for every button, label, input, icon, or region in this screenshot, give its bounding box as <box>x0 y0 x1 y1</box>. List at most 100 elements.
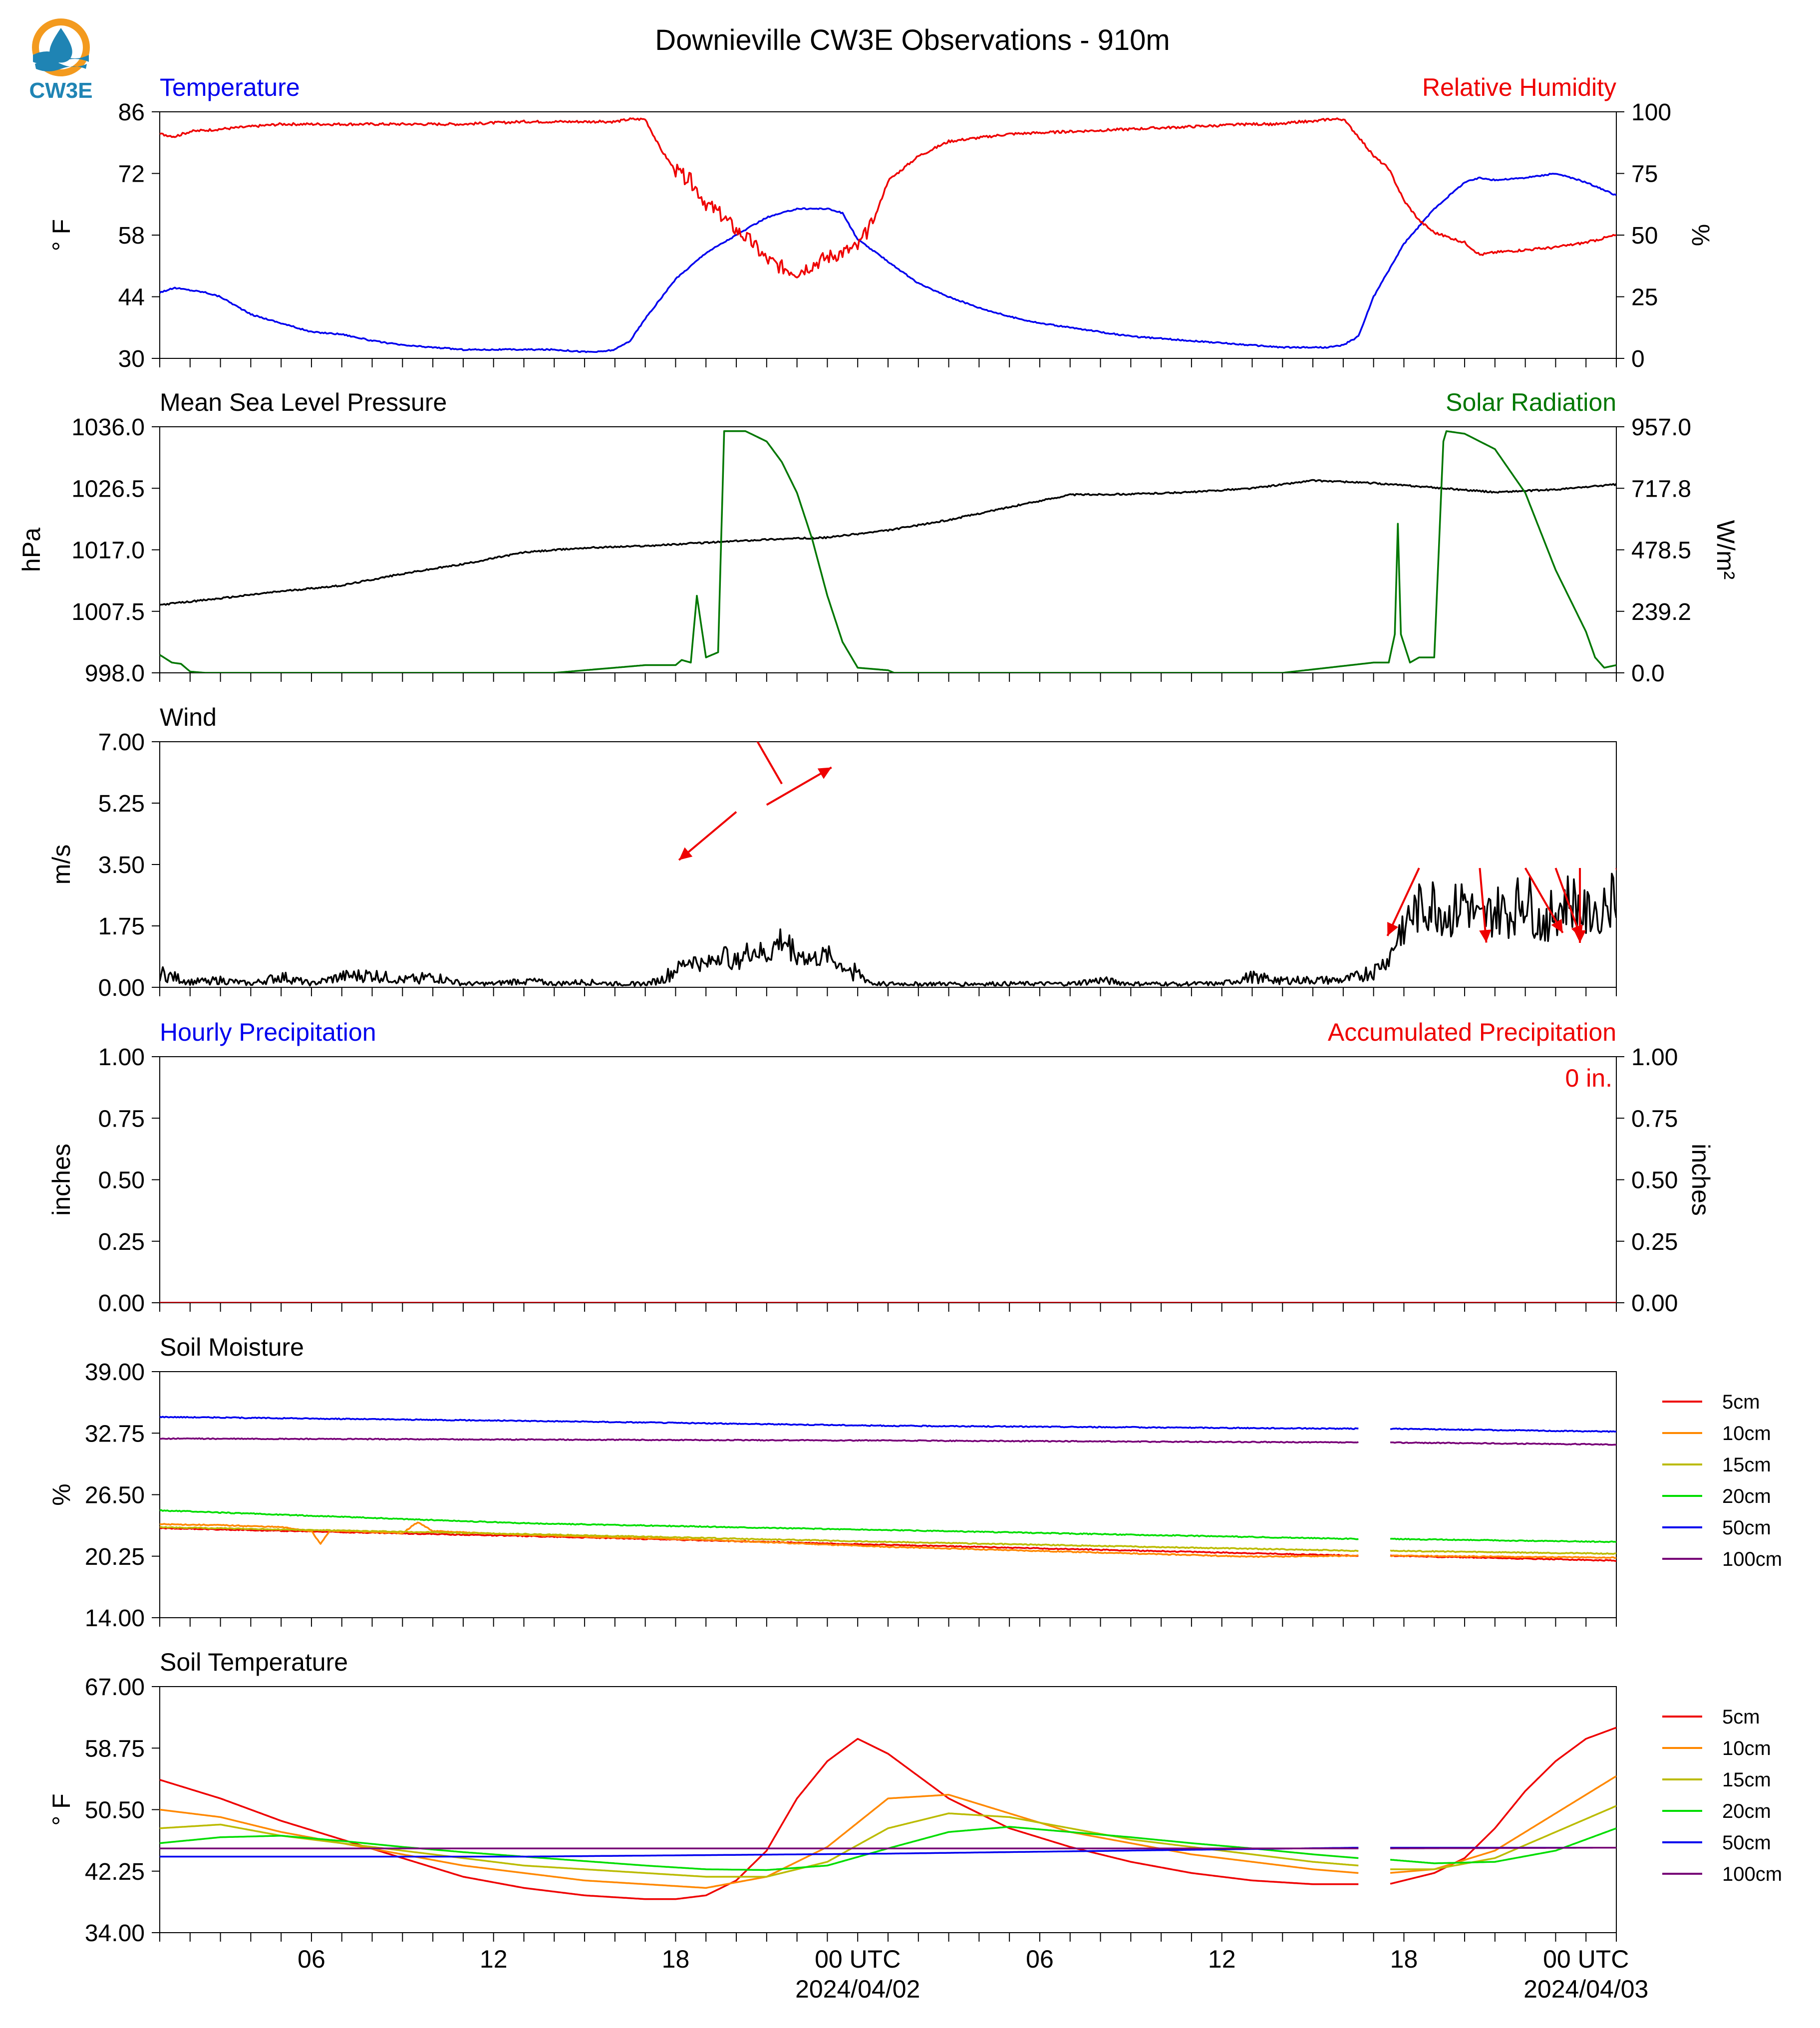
y-tick-label: 0.00 <box>98 975 145 1001</box>
series-0-line <box>160 173 1616 353</box>
y-axis-label: hPa <box>17 528 45 572</box>
wind-arrow-head <box>1479 929 1492 943</box>
series-10cm-line <box>1390 1554 1616 1559</box>
series-100cm-line <box>1390 1441 1616 1446</box>
y-tick-label: 1036.0 <box>71 414 145 441</box>
panel-title-left: Soil Moisture <box>160 1333 304 1361</box>
y-tick-label: 998.0 <box>85 660 145 687</box>
x-date-label: 2024/04/03 <box>1523 1975 1648 2003</box>
y-tick-label: 1.75 <box>98 913 145 940</box>
y-tick-label: 44 <box>118 285 145 311</box>
y-tick-label: 1026.5 <box>71 476 145 502</box>
panel-temp_rh: 30 44 58 72 86 0 25 50 75 100 Temperature Relative … <box>47 73 1715 372</box>
y-axis-label: m/s <box>47 845 75 885</box>
y-tick-label: 1.00 <box>98 1044 145 1071</box>
legend-label: 15cm <box>1722 1769 1771 1791</box>
y-tick-label-right: 0.0 <box>1631 660 1665 687</box>
y-tick-label-right: 75 <box>1631 161 1658 188</box>
x-tick-label: 12 <box>480 1945 508 1973</box>
plot-area <box>160 430 1616 673</box>
y-tick-label: 1007.5 <box>71 599 145 625</box>
series-20cm-line <box>160 1826 1359 1871</box>
panel-soil_temperature: 34.00 42.25 50.50 58.75 67.00 Soil Temperatur… <box>47 1648 1782 1947</box>
legend-label: 10cm <box>1722 1738 1771 1759</box>
legend-label: 15cm <box>1722 1454 1771 1476</box>
page-title: Downieville CW3E Observations - 910m <box>655 24 1170 56</box>
y-tick-label: 72 <box>118 161 145 188</box>
y-axis-label: % <box>47 1483 75 1505</box>
legend: 5cm 10cm 15cm 20cm 50cm 100cm <box>1662 1391 1782 1570</box>
y-tick-label-right: 239.2 <box>1631 599 1691 625</box>
plot-area <box>160 742 1616 987</box>
panel-title-left: Temperature <box>160 73 300 101</box>
y-axis-label: ° F <box>47 219 75 251</box>
y-tick-label-right: 717.8 <box>1631 476 1691 502</box>
wind-arrow <box>678 811 737 861</box>
x-tick-label: 18 <box>1390 1945 1418 1973</box>
legend-label: 20cm <box>1722 1485 1771 1507</box>
y-tick-label: 58 <box>118 223 145 249</box>
wind-arrow <box>1479 868 1492 943</box>
legend-label: 100cm <box>1722 1548 1782 1570</box>
series-15cm-line <box>1390 1805 1616 1870</box>
legend-label: 5cm <box>1722 1706 1760 1728</box>
wind-arrow <box>1524 868 1564 933</box>
accumulated-total-label: 0 in. <box>1565 1064 1612 1092</box>
wind-arrow-head <box>1551 919 1563 933</box>
series-1-line <box>160 117 1616 279</box>
x-date-label: 2024/04/02 <box>795 1975 920 2003</box>
y-axis-label: inches <box>47 1144 75 1216</box>
series-20cm-line <box>1390 1537 1616 1543</box>
panel-wind: 0.00 1.75 3.50 5.25 7.00 Wind m/s <box>47 703 1617 1001</box>
series-0-line <box>160 479 1616 606</box>
wind-arrow <box>1573 868 1586 943</box>
y-tick-label: 67.00 <box>85 1674 145 1701</box>
y-tick-label: 20.25 <box>85 1544 145 1570</box>
y-axis-label-right: W/m² <box>1712 520 1740 579</box>
y-tick-label: 32.75 <box>85 1421 145 1447</box>
wind-arrow <box>766 766 832 806</box>
wind-arrow-head <box>1387 921 1399 936</box>
y-tick-label: 39.00 <box>85 1359 145 1386</box>
y-tick-label-right: 0.25 <box>1631 1229 1678 1255</box>
y-tick-label: 50.50 <box>85 1797 145 1824</box>
wind-arrow <box>1386 868 1420 936</box>
x-tick-label: 06 <box>1026 1945 1054 1973</box>
panel-title-left: Hourly Precipitation <box>160 1018 376 1046</box>
panel-title-right: Relative Humidity <box>1422 73 1616 101</box>
x-tick-label: 00 UTC <box>1543 1945 1629 1973</box>
y-tick-label: 26.50 <box>85 1482 145 1509</box>
wind-arrow-shaft <box>756 742 783 785</box>
wind-arrow-head <box>817 767 832 779</box>
y-tick-label: 58.75 <box>85 1736 145 1762</box>
plot-area <box>160 1727 1616 1900</box>
y-tick-label-right: 0 <box>1631 346 1645 372</box>
y-tick-label: 0.25 <box>98 1229 145 1255</box>
plot-area <box>160 1416 1616 1562</box>
y-tick-label: 30 <box>118 346 145 372</box>
y-tick-label: 1017.0 <box>71 538 145 564</box>
y-tick-label: 34.00 <box>85 1920 145 1947</box>
series-15cm-line <box>160 1812 1359 1878</box>
y-tick-label: 42.25 <box>85 1859 145 1885</box>
y-tick-label: 14.00 <box>85 1605 145 1632</box>
series-15cm-line <box>1390 1549 1616 1555</box>
legend: 5cm 10cm 15cm 20cm 50cm 100cm <box>1662 1706 1782 1885</box>
series-100cm-line <box>1390 1846 1616 1849</box>
y-tick-label: 0.00 <box>98 1290 145 1317</box>
series-50cm-line <box>1390 1427 1616 1433</box>
y-tick-label: 0.75 <box>98 1106 145 1132</box>
y-tick-label: 5.25 <box>98 791 145 817</box>
panel-soil_moisture: 14.00 20.25 26.50 32.75 39.00 Soil Moisture% 5… <box>47 1333 1782 1632</box>
y-tick-label-right: 0.00 <box>1631 1290 1678 1317</box>
legend-label: 50cm <box>1722 1832 1771 1854</box>
y-axis-label: ° F <box>47 1793 75 1825</box>
legend-label: 5cm <box>1722 1391 1760 1413</box>
logo-text: CW3E <box>29 78 92 103</box>
cw3e-logo: CW3E <box>29 18 93 103</box>
plot-area <box>160 117 1616 353</box>
series-1-line <box>160 430 1616 673</box>
series-20cm-line <box>160 1509 1359 1540</box>
